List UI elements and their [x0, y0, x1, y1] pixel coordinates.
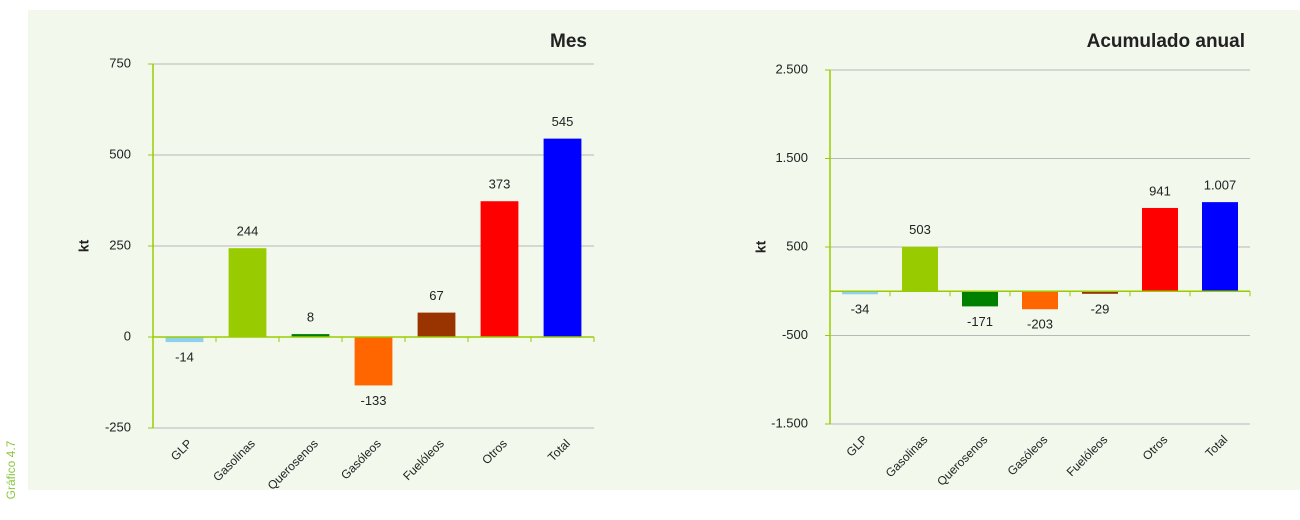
y-tick-label: 750 — [109, 55, 131, 70]
bar — [1202, 202, 1238, 292]
y-axis-label: kt — [753, 240, 769, 253]
y-tick-label: 500 — [109, 146, 131, 161]
data-label: -29 — [1091, 301, 1110, 316]
bar — [417, 312, 456, 337]
data-label: -203 — [1027, 317, 1053, 332]
y-tick-label: 0 — [124, 328, 131, 343]
chart-title: Mes — [550, 31, 587, 52]
data-label: -34 — [851, 302, 870, 317]
y-tick-label: 500 — [786, 238, 808, 253]
bar — [228, 248, 267, 337]
bar — [543, 138, 582, 337]
y-tick-label: 250 — [109, 237, 131, 252]
bar — [1082, 291, 1118, 294]
data-label: 8 — [307, 310, 314, 325]
data-label: -171 — [967, 314, 993, 329]
data-label: 1.007 — [1204, 178, 1237, 193]
y-tick-label: -250 — [105, 419, 131, 434]
data-label: 941 — [1149, 183, 1171, 198]
y-tick-label: 1.500 — [775, 150, 808, 165]
data-label: -133 — [360, 393, 386, 408]
chart-title: Acumulado anual — [1087, 31, 1245, 52]
data-label: 67 — [429, 288, 443, 303]
data-label: 244 — [237, 224, 259, 239]
y-axis-label: kt — [76, 239, 92, 252]
background — [28, 10, 1300, 490]
bar — [480, 201, 519, 337]
y-tick-label: -500 — [782, 327, 808, 342]
figure-label: Gráfico 4.7 — [4, 440, 18, 499]
bar — [354, 337, 393, 386]
y-tick-label: -1.500 — [771, 415, 808, 430]
data-label: -14 — [175, 350, 194, 365]
bar — [1142, 207, 1178, 292]
data-label: 503 — [909, 222, 931, 237]
bar — [1022, 291, 1058, 310]
data-label: 545 — [552, 114, 574, 129]
bar — [291, 334, 330, 337]
bar — [842, 291, 878, 295]
bar — [962, 291, 998, 307]
y-tick-label: 2.500 — [775, 61, 808, 76]
bar — [165, 337, 204, 343]
data-label: 373 — [489, 177, 511, 192]
bar — [902, 246, 938, 292]
